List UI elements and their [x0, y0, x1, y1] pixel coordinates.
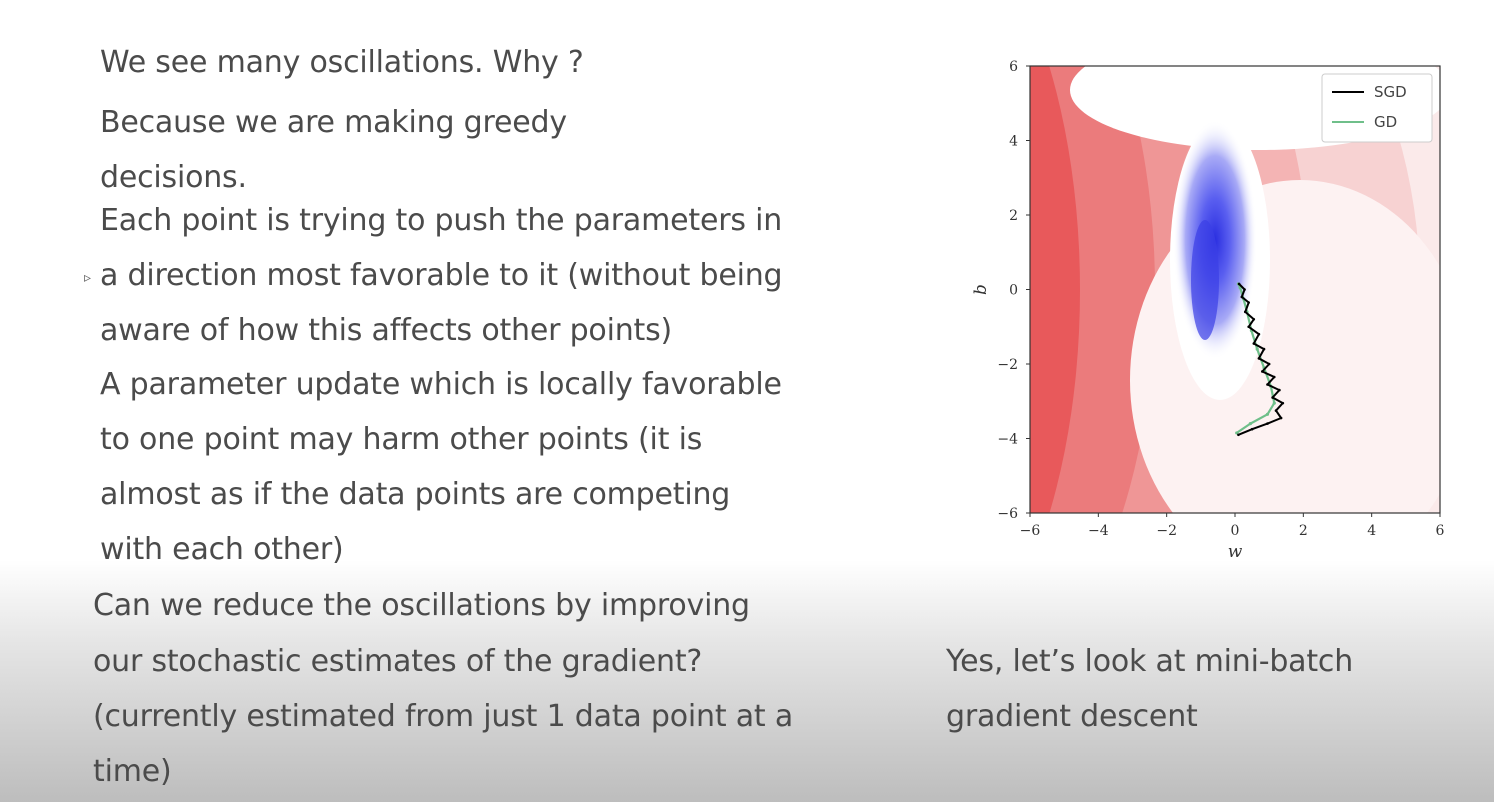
- series-point-gd: [1255, 347, 1259, 351]
- series-point-sgd: [1266, 422, 1269, 425]
- series-point-sgd: [1252, 342, 1256, 345]
- series-point-gd: [1248, 422, 1252, 426]
- contour-minimum-core: [1191, 220, 1219, 340]
- series-point-sgd: [1257, 357, 1261, 360]
- legend-label-sgd: SGD: [1374, 83, 1407, 101]
- y-tick-label: −6: [997, 506, 1018, 522]
- body-line-4: Each point is trying to push the paramet…: [100, 203, 783, 238]
- x-tick-label: 6: [1436, 523, 1445, 539]
- y-tick-label: 6: [1009, 59, 1018, 75]
- body-line-2: Because we are making greedy: [100, 105, 567, 140]
- question-line-4: time): [93, 754, 172, 789]
- x-tick-label: 4: [1367, 523, 1376, 539]
- series-point-sgd: [1262, 347, 1266, 351]
- contour-plot-svg: −6 −4 −2 0 2 4 6 −6 −4 −2 0 2 4 6 w b SGD GD: [971, 59, 1445, 562]
- x-axis-label: w: [1228, 542, 1243, 562]
- y-axis-label: b: [971, 284, 991, 295]
- axis-ticks: −6 −4 −2 0 2 4 6 −6 −4 −2 0 2 4 6 w b: [971, 59, 1445, 562]
- y-tick-label: −4: [997, 432, 1018, 448]
- body-line-8: to one point may harm other points (it i…: [100, 422, 703, 457]
- body-line-1: We see many oscillations. Why ?: [100, 45, 584, 80]
- question-line-3: (currently estimated from just 1 data po…: [93, 699, 794, 734]
- y-tick-label: 2: [1009, 208, 1018, 224]
- series-point-sgd: [1247, 325, 1250, 329]
- series-point-sgd: [1252, 318, 1256, 321]
- x-tick-label: 2: [1299, 523, 1308, 539]
- series-point-sgd: [1278, 388, 1281, 392]
- y-tick-label: 0: [1009, 283, 1018, 299]
- series-point-sgd: [1237, 433, 1240, 437]
- series-point-sgd: [1247, 301, 1250, 304]
- series-point-sgd: [1243, 288, 1246, 291]
- body-line-9: almost as if the data points are competi…: [100, 477, 731, 512]
- series-point-sgd: [1266, 383, 1269, 386]
- body-line-7: A parameter update which is locally favo…: [100, 367, 782, 402]
- question-line-2: our stochastic estimates of the gradient…: [93, 644, 703, 679]
- series-point-gd: [1272, 401, 1276, 405]
- series-point-sgd: [1271, 396, 1274, 399]
- series-point-sgd: [1243, 310, 1247, 314]
- x-tick-label: −6: [1020, 523, 1041, 539]
- series-point-gd: [1265, 412, 1270, 416]
- series-point-sgd: [1267, 362, 1271, 366]
- series-point-sgd: [1281, 401, 1285, 405]
- body-line-10: with each other): [100, 532, 344, 567]
- legend: SGD GD: [1321, 73, 1433, 143]
- body-line-6: aware of how this affects other points): [100, 313, 673, 348]
- series-point-sgd: [1272, 375, 1276, 379]
- series-point-sgd: [1279, 416, 1283, 420]
- x-tick-label: 0: [1231, 523, 1240, 539]
- body-line-3: decisions.: [100, 160, 247, 195]
- x-tick-label: −2: [1156, 523, 1177, 539]
- series-point-sgd: [1261, 370, 1264, 373]
- body-line-5: a direction most favorable to it (withou…: [100, 258, 783, 293]
- series-point-sgd: [1240, 295, 1244, 299]
- trajectories: [1235, 282, 1285, 437]
- y-tick-label: 4: [1009, 134, 1018, 150]
- x-tick-label: −4: [1088, 523, 1109, 539]
- y-tick-label: −2: [997, 357, 1018, 373]
- series-point-sgd: [1274, 409, 1278, 412]
- answer-line-2: gradient descent: [946, 699, 1198, 734]
- series-point-gd: [1235, 431, 1239, 435]
- loss-contour-plot: −6 −4 −2 0 2 4 6 −6 −4 −2 0 2 4 6 w b SGD GD: [960, 50, 1460, 570]
- series-point-sgd: [1257, 332, 1261, 336]
- legend-label-gd: GD: [1374, 113, 1397, 131]
- question-line-1: Can we reduce the oscillations by improv…: [93, 588, 750, 623]
- series-point-sgd: [1237, 282, 1241, 286]
- answer-line-1: Yes, let’s look at mini-batch: [946, 644, 1354, 679]
- mouse-pointer-icon: ▹: [84, 270, 92, 286]
- series-point-sgd: [1250, 427, 1254, 431]
- contour-band-5: [1030, 66, 1080, 513]
